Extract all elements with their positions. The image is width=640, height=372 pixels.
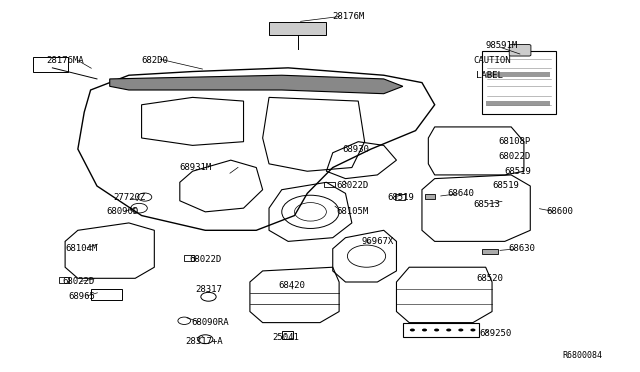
Circle shape [446,328,451,331]
Bar [184,255,195,261]
Bar [403,323,479,337]
Text: 689250: 689250 [479,329,511,338]
Text: 68520: 68520 [476,274,503,283]
Text: 28317: 28317 [196,285,223,294]
Text: 68022D: 68022D [189,255,221,264]
Text: 25041: 25041 [272,333,299,342]
Text: 68930: 68930 [342,145,369,154]
Text: 27720Z: 27720Z [113,193,145,202]
Text: 682D0: 682D0 [141,56,168,65]
Bar [59,277,69,283]
Text: 68105M: 68105M [336,207,368,217]
Bar [282,331,293,339]
Text: 68519: 68519 [387,193,414,202]
Circle shape [422,328,427,331]
FancyBboxPatch shape [509,45,531,56]
Text: 68022D: 68022D [499,152,531,161]
Text: 68420: 68420 [278,281,305,290]
Text: 96967X: 96967X [362,237,394,246]
Text: 68108P: 68108P [499,137,531,146]
Text: 68022D: 68022D [62,278,94,286]
Text: 68513: 68513 [473,200,500,209]
Bar [324,182,335,187]
Circle shape [434,328,439,331]
Text: 68519: 68519 [505,167,532,176]
Circle shape [458,328,463,331]
Bar [269,22,326,35]
Bar [394,194,404,200]
Text: 68090D: 68090D [106,207,139,217]
Text: 28176M: 28176M [333,12,365,21]
Text: 68965: 68965 [68,292,95,301]
Text: 68519: 68519 [492,182,519,190]
Text: R6800084: R6800084 [562,351,602,360]
Bar [91,289,122,301]
Text: 68600: 68600 [546,207,573,217]
Text: CAUTION: CAUTION [473,56,511,65]
Text: 98591M: 98591M [486,41,518,50]
Text: 68630: 68630 [508,244,535,253]
Text: 68931M: 68931M [180,163,212,172]
Bar [486,102,550,106]
Text: 68640: 68640 [447,189,474,198]
Circle shape [410,328,415,331]
Bar [425,195,435,199]
Text: 68022D: 68022D [336,182,368,190]
Text: 28317+A: 28317+A [185,337,223,346]
Text: 68104M: 68104M [65,244,97,253]
Bar [483,249,499,254]
Polygon shape [109,75,403,94]
Bar [33,57,68,71]
Text: 28176MA: 28176MA [46,56,84,65]
Circle shape [470,328,476,331]
Bar [486,72,550,77]
Text: 68090RA: 68090RA [191,318,229,327]
Text: LABEL: LABEL [476,71,503,80]
